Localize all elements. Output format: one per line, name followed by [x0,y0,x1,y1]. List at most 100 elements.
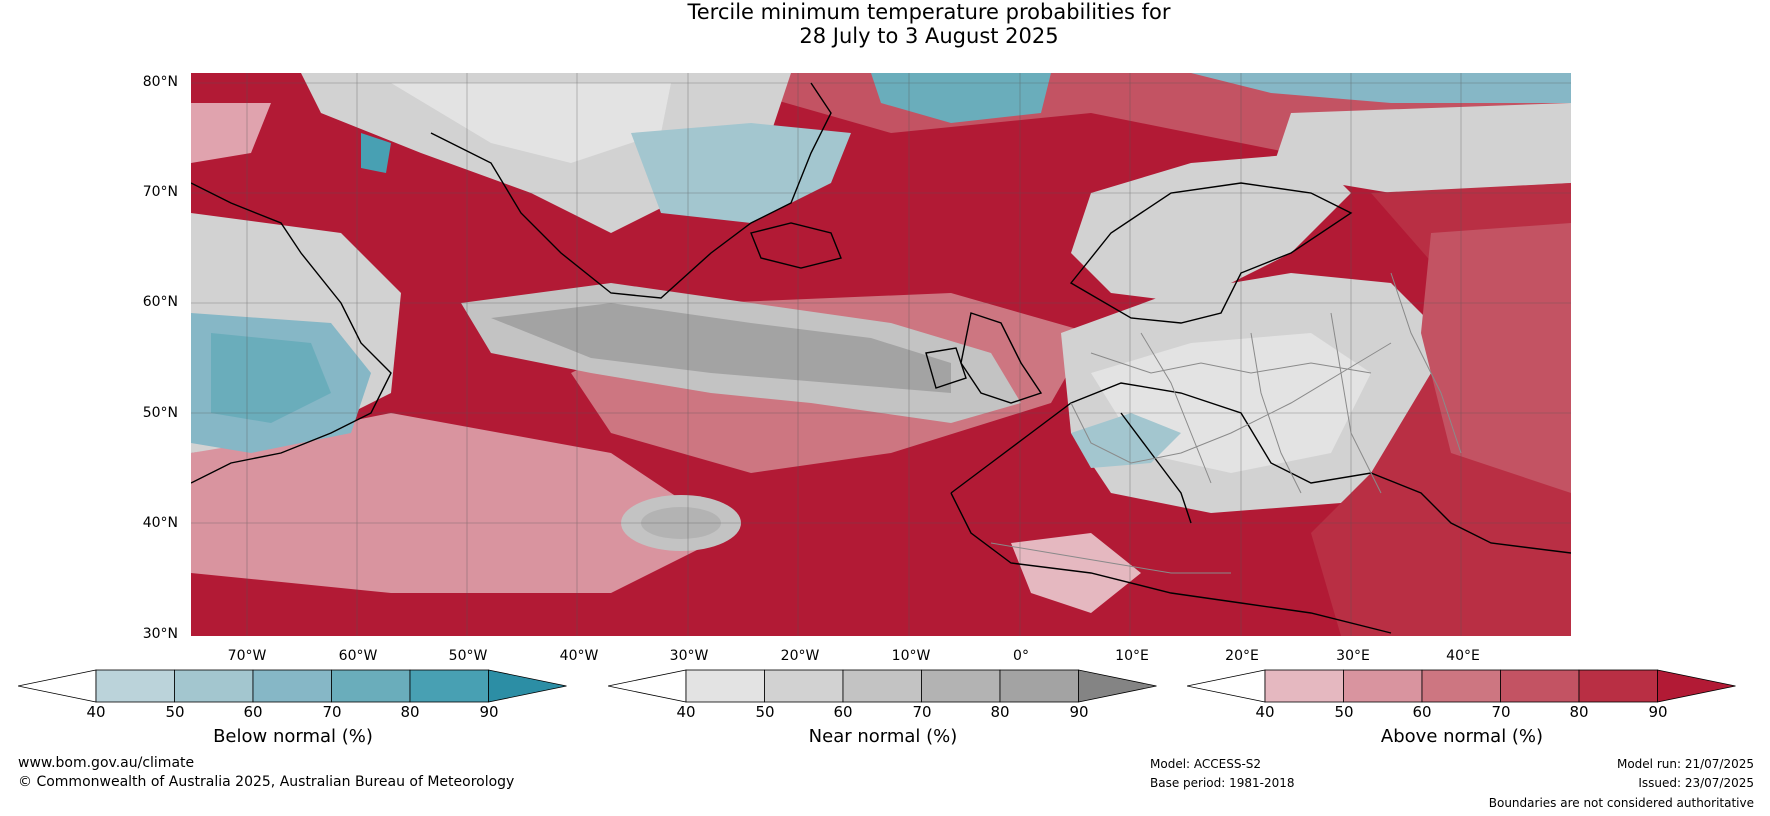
probability-map [191,73,1571,636]
colorbar-above-normal [1187,668,1737,704]
near-normal-greenland-light [391,83,671,163]
below-normal-labrador-core [211,333,331,423]
cbar-below-tick-60: 60 [243,703,263,721]
graticule [191,73,1571,636]
colorbar-above-normal-title: Above normal (%) [1380,726,1544,747]
map-title-line-2: 28 July to 3 August 2025 [799,24,1059,48]
colorbar-near-normal-title: Near normal (%) [808,726,958,747]
lat-label-30n: 30°N [142,626,178,642]
cbar-below-tick-50: 50 [165,703,185,721]
lon-label-40e: 40°E [1446,648,1480,664]
lon-label-20w: 20°W [780,648,820,664]
lat-label-60n: 60°N [142,294,178,310]
above-normal-russia-inner [1421,223,1571,493]
cbar-near-tick-80: 80 [990,703,1010,721]
lon-label-40w: 40°W [559,648,599,664]
cbar-above-tick-40: 40 [1255,703,1275,721]
lon-label-10w: 10°W [891,648,931,664]
map-svg [191,73,1571,636]
colorbar-below-normal-extend-low [18,669,97,703]
cbar-above-tick-60: 60 [1412,703,1432,721]
above-normal-iberia [1011,533,1141,613]
lon-label-30e: 30°E [1336,648,1370,664]
coast-iceland [750,222,842,269]
colorbar-below-normal-title: Below normal (%) [213,726,373,747]
lon-label-20e: 20°E [1225,648,1259,664]
lat-label-80n: 80°N [142,74,178,90]
cbar-near-tick-40: 40 [676,703,696,721]
cbar-below-tick-80: 80 [400,703,420,721]
lon-label-70w: 70°W [227,648,267,664]
colorbar-near-normal-swatch-3 [842,669,922,703]
lon-label-60w: 60°W [338,648,378,664]
near-normal-arctic [1271,103,1571,193]
colorbar-above-normal-swatch-1 [1264,669,1344,703]
cbar-near-tick-90: 90 [1069,703,1089,721]
colorbar-above-normal-extend-high [1657,669,1736,703]
cbar-above-tick-90: 90 [1648,703,1668,721]
above-normal-band-north [191,73,1571,193]
footer-model: Model: ACCESS-S2 [1150,757,1262,771]
coast-scandinavia [1069,182,1353,324]
colorbar-near-normal-swatch-1 [685,669,765,703]
coastlines [191,82,1571,634]
below-normal-denmark-strait [631,123,851,223]
coast-canada [191,182,392,484]
coast-ireland [925,347,967,389]
colorbar-below-normal-swatch-5 [409,669,489,703]
near-normal-atlantic-core [491,303,951,393]
footer-issued: Issued: 23/07/2025 [1638,776,1754,790]
coast-britain [960,312,1043,404]
colorbar-below-normal-swatches [18,669,567,703]
cbar-near-tick-60: 60 [833,703,853,721]
map-title-line-1: Tercile minimum temperature probabilitie… [687,0,1171,24]
coast-greenland [430,82,832,299]
lon-label-0: 0° [1013,648,1029,664]
cbar-above-tick-80: 80 [1569,703,1589,721]
below-normal-baffin [361,133,391,173]
country-borders [990,272,1462,574]
cbar-near-tick-70: 70 [912,703,932,721]
lat-label-70n: 70°N [142,184,178,200]
cbar-near-tick-50: 50 [755,703,775,721]
colorbar-above-normal-swatches [1187,669,1736,703]
above-normal-band-sw [191,413,731,593]
footer-model-run: Model run: 21/07/2025 [1616,757,1754,771]
colorbar-near-normal-swatch-5 [999,669,1079,703]
footer-website-link[interactable]: www.bom.gov.au/climate [18,755,195,771]
colorbar-near-normal-extend-low [608,669,687,703]
cbar-below-tick-90: 90 [479,703,499,721]
below-normal-alps [1071,413,1181,468]
near-normal-scandinavia [1071,153,1351,303]
colorbar-near-normal-extend-high [1078,669,1157,703]
colorbar-above-normal-extend-low [1187,669,1266,703]
colorbar-below-normal-extend-high [488,669,567,703]
lon-label-30w: 30°W [669,648,709,664]
footer-base-period: Base period: 1981-2018 [1150,776,1295,790]
colorbar-near-normal-swatch-2 [764,669,844,703]
lat-label-40n: 40°N [142,515,178,531]
lon-label-50w: 50°W [448,648,488,664]
coast-africa [950,492,1392,634]
cbar-below-tick-40: 40 [86,703,106,721]
colorbar-near-normal [608,668,1158,704]
colorbar-below-normal-swatch-1 [95,669,175,703]
colorbar-below-normal-swatch-2 [174,669,254,703]
lon-label-10e: 10°E [1115,648,1149,664]
coast-europe [950,382,1571,554]
footer-disclaimer: Boundaries are not considered authoritat… [1488,796,1754,810]
colorbar-near-normal-swatch-4 [921,669,1001,703]
cbar-below-tick-70: 70 [322,703,342,721]
below-normal-arctic-east [1191,73,1571,103]
colorbar-above-normal-swatch-3 [1421,669,1501,703]
cbar-above-tick-70: 70 [1491,703,1511,721]
map-title: Tercile minimum temperature probabilitie… [0,0,1770,48]
colorbar-above-normal-swatch-2 [1343,669,1423,703]
low-prob-area-1 [191,103,271,163]
footer-copyright: © Commonwealth of Australia 2025, Austra… [18,774,515,790]
colorbar-below-normal-swatch-4 [331,669,411,703]
colorbar-below-normal [18,668,568,704]
colorbar-above-normal-swatch-5 [1578,669,1658,703]
coast-italy [1120,412,1192,524]
colorbar-below-normal-swatch-3 [252,669,332,703]
